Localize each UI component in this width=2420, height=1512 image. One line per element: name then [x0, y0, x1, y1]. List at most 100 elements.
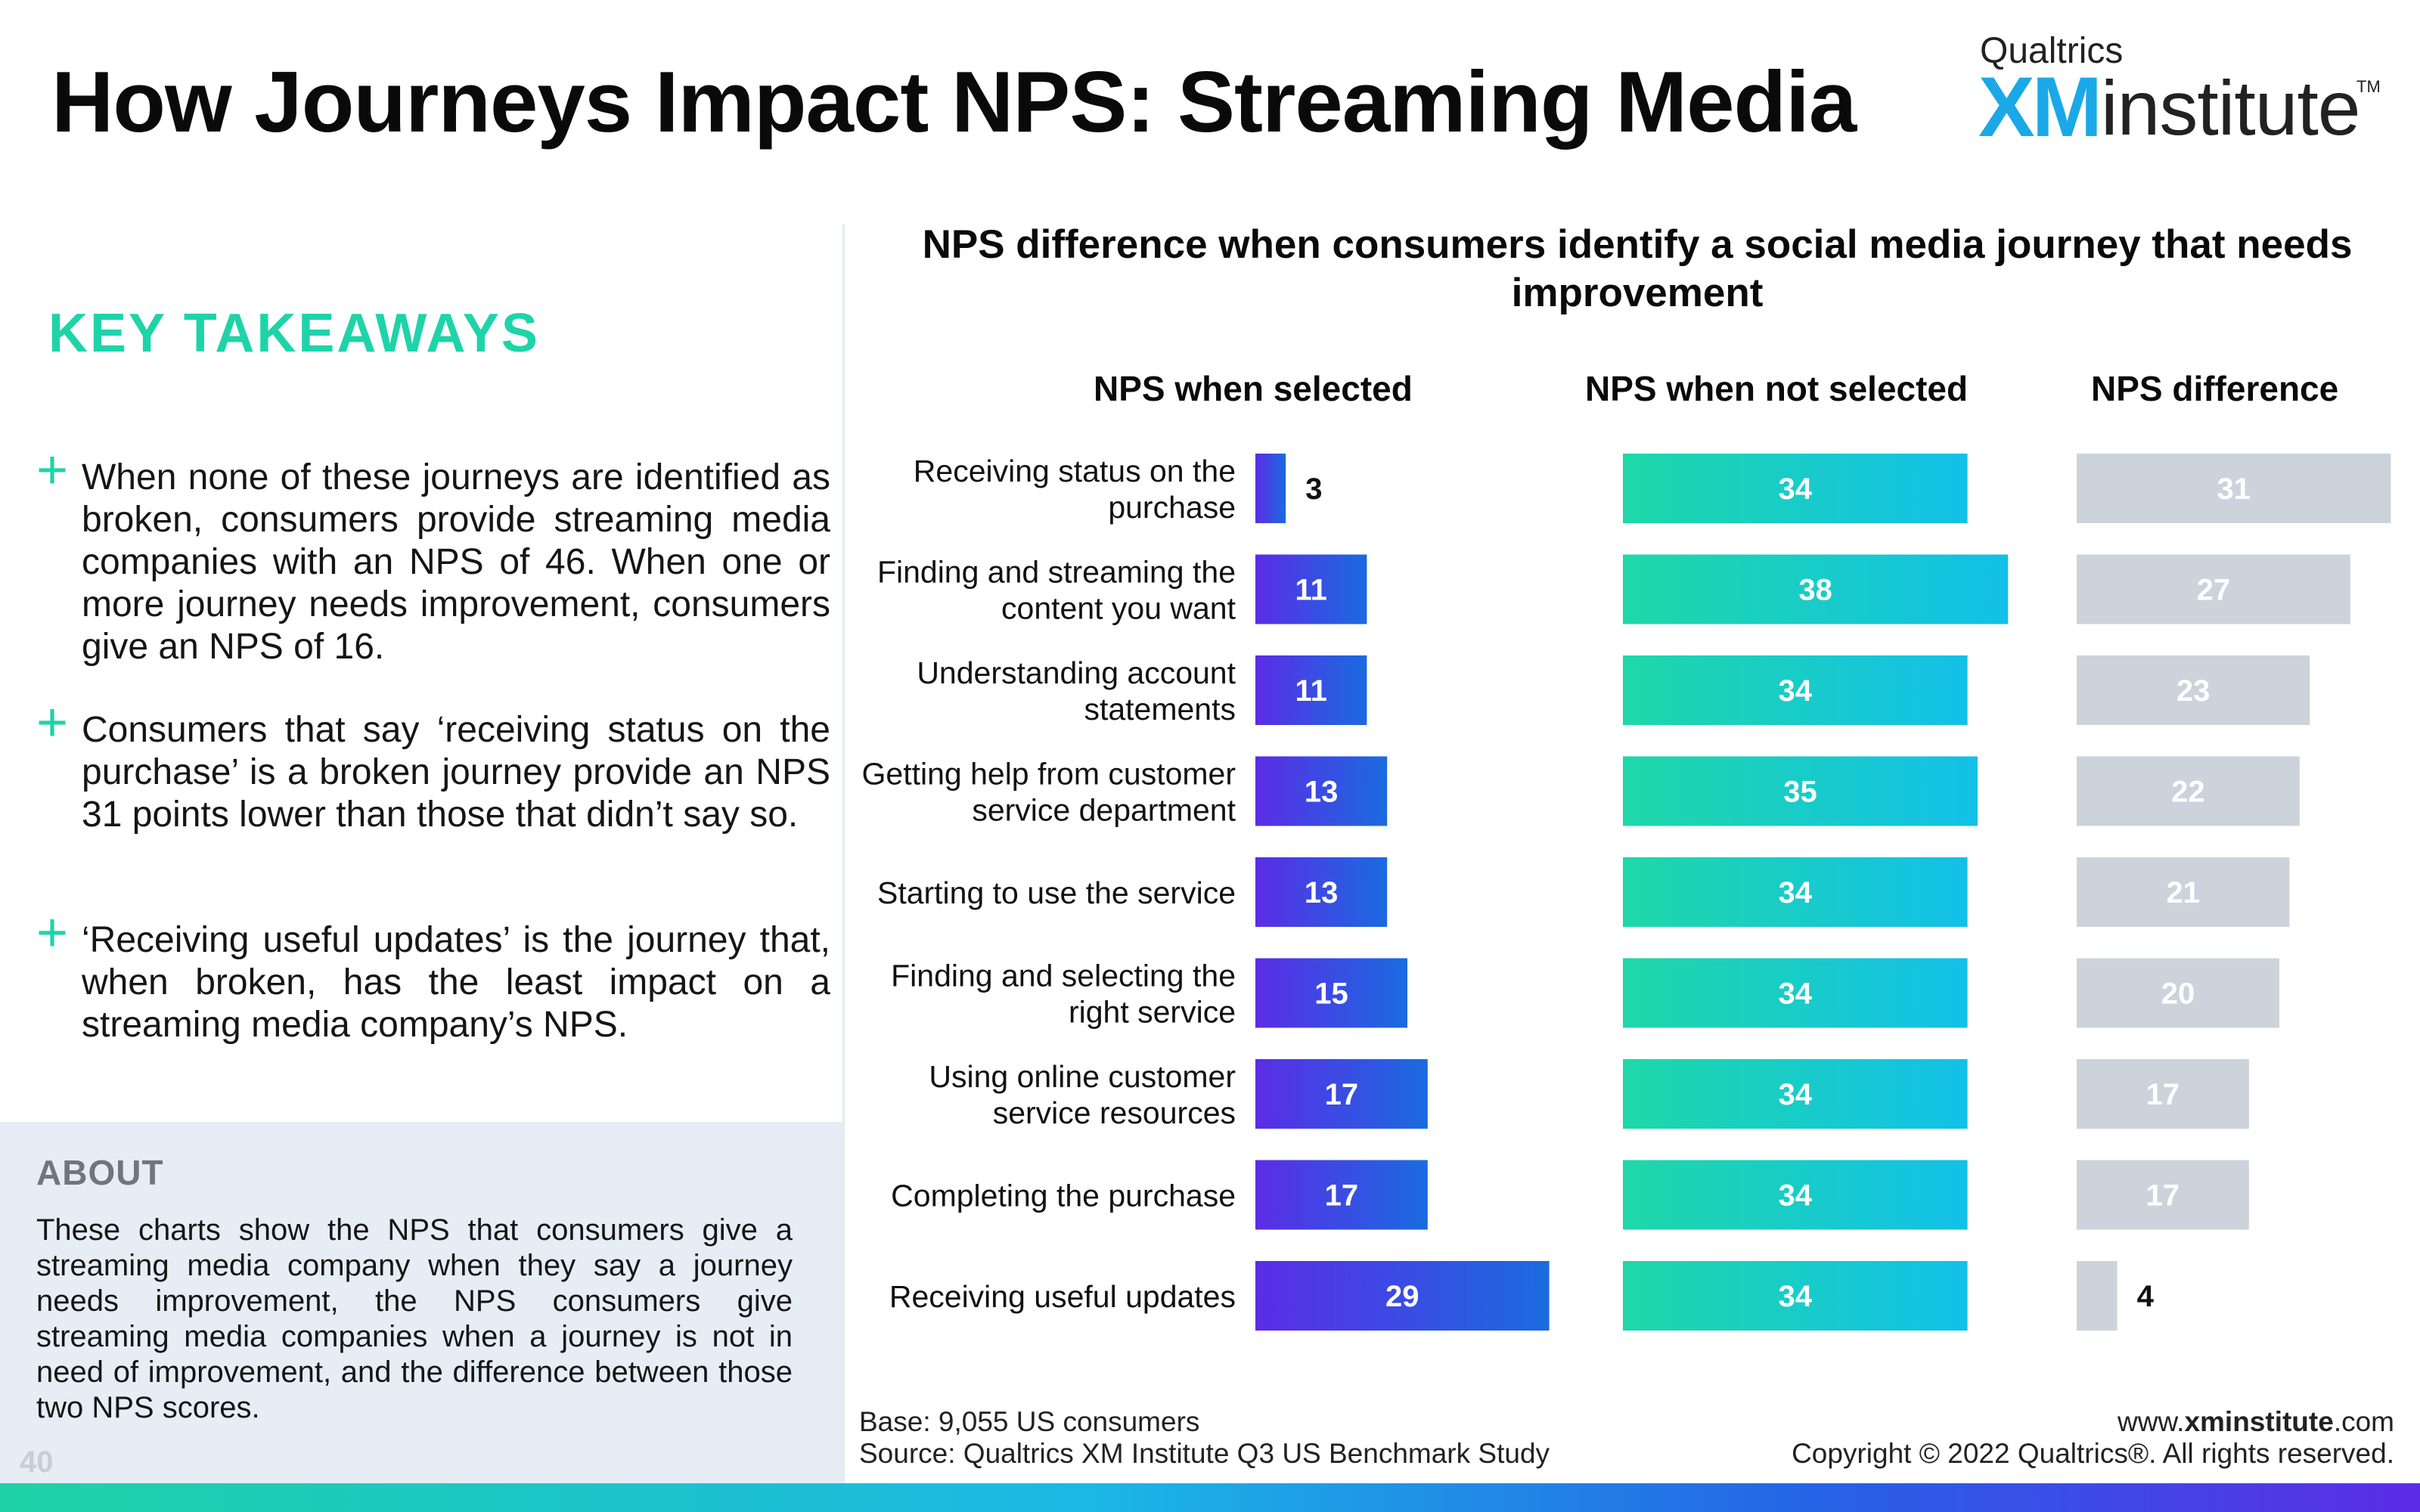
category-label: service department	[972, 793, 1236, 828]
url-domain: xminstitute	[2184, 1406, 2334, 1437]
data-label-selected: 13	[1305, 876, 1339, 909]
bar-difference	[2077, 454, 2391, 523]
footer-base-note: Base: 9,055 US consumers	[859, 1406, 1200, 1437]
bar-not-selected	[1623, 454, 1968, 523]
bar-difference	[2077, 554, 2350, 624]
category-label: Getting help from customer	[862, 757, 1236, 792]
footer-source-note: Source: Qualtrics XM Institute Q3 US Ben…	[859, 1438, 1550, 1469]
bar-not-selected	[1623, 756, 1978, 826]
data-label-difference: 31	[2217, 472, 2251, 506]
data-label-not-selected: 34	[1779, 1078, 1813, 1111]
data-label-difference: 23	[2176, 674, 2211, 708]
bar-not-selected	[1623, 1059, 1968, 1129]
category-label: Receiving useful updates	[889, 1279, 1236, 1314]
logo-trademark: TM	[2356, 77, 2381, 96]
series-difference: 31 27 23 22 21 20 17 17 4	[2077, 454, 2391, 1331]
logo-xm-text: XM	[1978, 60, 2102, 154]
url-suffix: .com	[2333, 1406, 2394, 1437]
website-link[interactable]: www.xminstitute.com	[2118, 1406, 2394, 1438]
data-label-not-selected: 34	[1779, 978, 1813, 1011]
plus-icon: +	[36, 440, 69, 500]
series-selected: 3 11 11 13 13 15 17 17 29	[1255, 454, 1550, 1331]
category-label: content you want	[1001, 591, 1236, 626]
bar-difference	[2077, 857, 2290, 927]
copyright-text: Copyright © 2022 Qualtrics®. All rights …	[1792, 1438, 2394, 1469]
bar-not-selected	[1623, 857, 1968, 927]
takeaway-text: ‘Receiving useful updates’ is the journe…	[82, 920, 830, 1045]
data-label-difference: 20	[2161, 978, 2195, 1011]
takeaway-text: When none of these journeys are identifi…	[82, 457, 830, 667]
category-label: Using online customer	[929, 1059, 1236, 1094]
bar-difference	[2077, 1059, 2249, 1129]
bar-selected	[1255, 1160, 1428, 1230]
bar-difference	[2077, 655, 2310, 725]
bar-not-selected	[1623, 1261, 1968, 1331]
data-label-difference: 22	[2171, 776, 2205, 809]
data-label-not-selected: 34	[1779, 472, 1813, 506]
bar-difference	[2077, 958, 2279, 1028]
bar-selected	[1255, 857, 1388, 927]
bar-difference	[2077, 1261, 2118, 1331]
bar-selected	[1255, 454, 1286, 523]
data-label-difference: 21	[2166, 876, 2200, 909]
logo-institute-text: institute	[2101, 65, 2361, 151]
plus-icon: +	[36, 692, 69, 753]
data-label-selected: 17	[1325, 1078, 1359, 1111]
bar-difference	[2077, 1160, 2249, 1230]
bar-selected	[1255, 1261, 1550, 1331]
data-label-not-selected: 34	[1779, 1179, 1813, 1213]
data-label-selected: 13	[1305, 776, 1339, 809]
bar-not-selected	[1623, 554, 2009, 624]
data-label-difference: 17	[2146, 1179, 2180, 1213]
bar-difference	[2077, 756, 2300, 826]
category-label: statements	[1084, 692, 1236, 727]
series-not-selected: 34 38 34 35 34 34 34 34 34	[1623, 454, 2009, 1331]
category-label: service resources	[993, 1095, 1236, 1130]
data-label-selected: 29	[1385, 1280, 1419, 1313]
data-label-selected: 11	[1295, 674, 1327, 708]
category-label: Starting to use the service	[877, 875, 1236, 910]
category-label: Receiving status on the	[914, 454, 1236, 488]
logo-qualtrics-text: Qualtrics	[1980, 31, 2124, 71]
column-header-difference: NPS difference	[2091, 369, 2339, 408]
data-label-not-selected: 38	[1798, 574, 1832, 607]
category-label: Finding and selecting the	[891, 959, 1236, 993]
data-label-selected: 17	[1325, 1179, 1359, 1213]
bar-not-selected	[1623, 655, 1968, 725]
data-label-difference: 4	[2137, 1280, 2155, 1313]
xm-institute-logo: Qualtrics XM institute TM	[1978, 30, 2381, 154]
page-title: How Journeys Impact NPS: Streaming Media	[51, 54, 1857, 150]
about-panel	[0, 1122, 842, 1485]
column-header-selected: NPS when selected	[1094, 369, 1413, 408]
url-prefix: www.	[2118, 1406, 2185, 1437]
data-label-selected: 3	[1305, 472, 1322, 506]
bar-not-selected	[1623, 1160, 1968, 1230]
data-label-difference: 17	[2146, 1078, 2180, 1111]
data-label-not-selected: 34	[1779, 876, 1813, 909]
plus-icon: +	[36, 903, 69, 963]
bar-not-selected	[1623, 958, 1968, 1028]
category-label: purchase	[1108, 490, 1236, 525]
data-label-selected: 11	[1295, 574, 1327, 607]
category-label: Understanding account	[917, 655, 1236, 690]
data-label-not-selected: 34	[1779, 1280, 1813, 1313]
bar-selected	[1255, 958, 1407, 1028]
data-label-not-selected: 35	[1783, 776, 1817, 809]
bar-selected	[1255, 554, 1367, 624]
data-label-selected: 15	[1314, 978, 1348, 1011]
bar-selected	[1255, 1059, 1428, 1129]
chart-title: NPS difference when consumers identify a…	[922, 222, 2353, 315]
about-text: These charts show the NPS that consumers…	[36, 1213, 793, 1424]
bar-selected	[1255, 756, 1388, 826]
category-label: Finding and streaming the	[877, 555, 1236, 590]
key-takeaways-heading: KEY TAKEAWAYS	[48, 303, 540, 364]
bar-selected	[1255, 655, 1367, 725]
column-divider	[842, 224, 845, 1483]
column-header-not-selected: NPS when not selected	[1585, 369, 1969, 408]
category-label: right service	[1069, 995, 1236, 1030]
bottom-gradient-bar	[0, 1483, 2420, 1512]
about-heading: ABOUT	[36, 1153, 164, 1192]
data-label-difference: 27	[2197, 574, 2231, 607]
